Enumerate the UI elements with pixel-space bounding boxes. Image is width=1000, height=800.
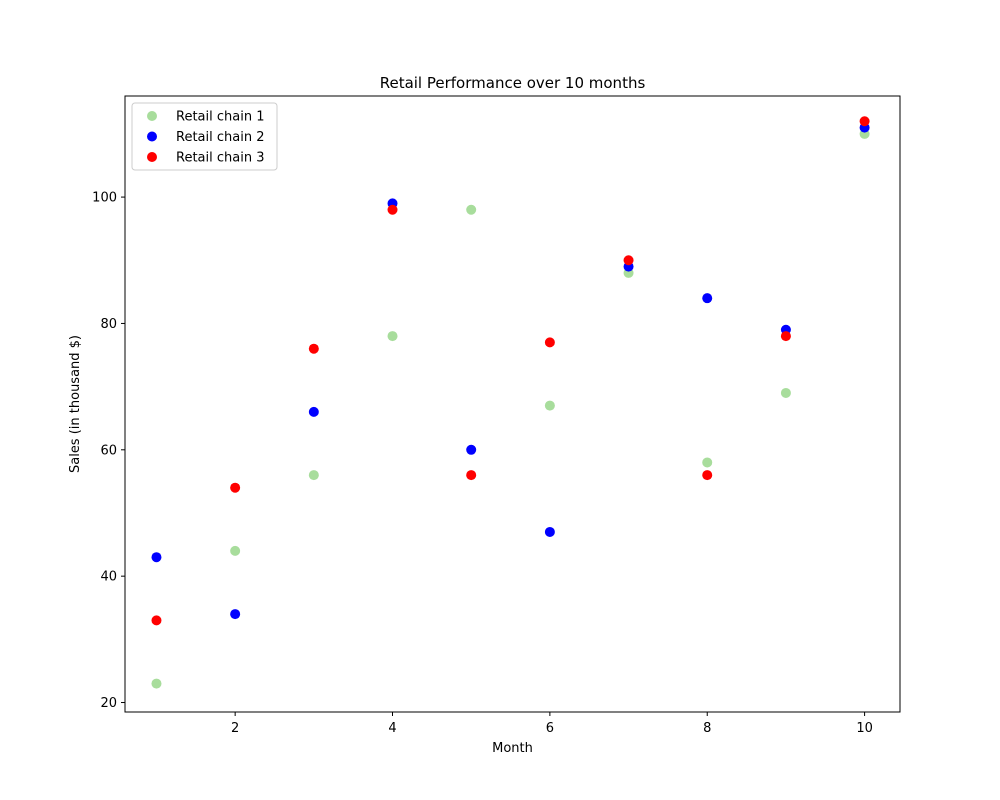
y-tick-label: 40: [100, 570, 117, 585]
legend-marker: [147, 152, 157, 162]
series-3: [151, 116, 870, 626]
legend: Retail chain 1 Retail chain 2 Retail chain…: [131, 102, 278, 171]
legend-box: [131, 102, 278, 171]
x-tick-label: 8: [703, 721, 711, 736]
x-tick-label: 4: [388, 721, 396, 736]
data-point: [308, 343, 319, 354]
data-point: [151, 552, 162, 563]
data-point: [702, 293, 713, 304]
plot-frame: [124, 95, 901, 713]
legend-marker: [147, 131, 157, 142]
data-point: [466, 204, 477, 215]
legend-marker: [147, 111, 157, 121]
y-axis-ticks: 20 40 60 80 100: [92, 191, 125, 711]
y-tick-label: 20: [100, 696, 117, 711]
x-tick-label: 6: [546, 721, 554, 736]
data-point: [230, 482, 241, 493]
data-point: [387, 204, 398, 215]
x-tick-label: 10: [856, 721, 873, 736]
series-1: [151, 128, 870, 689]
data-point: [544, 526, 555, 537]
data-point: [466, 444, 477, 455]
data-point: [702, 457, 713, 468]
data-point: [623, 255, 634, 266]
data-point: [780, 331, 791, 342]
chart-title: Retail Performance over 10 months: [380, 74, 646, 92]
data-point: [859, 116, 870, 127]
y-tick-label: 100: [92, 191, 117, 206]
data-point: [230, 609, 241, 620]
data-points: [151, 116, 870, 689]
data-point: [308, 470, 319, 481]
y-tick-label: 80: [100, 317, 117, 332]
data-point: [544, 337, 555, 348]
data-point: [780, 387, 791, 398]
x-axis-ticks: 2 4 6 8 10: [231, 712, 873, 736]
x-axis-label: Month: [492, 741, 533, 756]
data-point: [308, 406, 319, 417]
series-2: [151, 122, 870, 620]
legend-label: Retail chain 3: [176, 151, 264, 166]
data-point: [544, 400, 555, 411]
data-point: [230, 545, 241, 556]
plot-area: [124, 95, 901, 713]
data-point: [466, 470, 477, 481]
data-point: [387, 331, 398, 342]
legend-label: Retail chain 1: [176, 110, 264, 125]
data-point: [702, 470, 713, 481]
x-tick-label: 2: [231, 721, 239, 736]
data-point: [151, 678, 162, 689]
data-point: [151, 615, 162, 626]
legend-label: Retail chain 2: [176, 130, 264, 145]
y-tick-label: 60: [100, 443, 117, 458]
y-axis-label: Sales (in thousand $): [68, 335, 83, 473]
